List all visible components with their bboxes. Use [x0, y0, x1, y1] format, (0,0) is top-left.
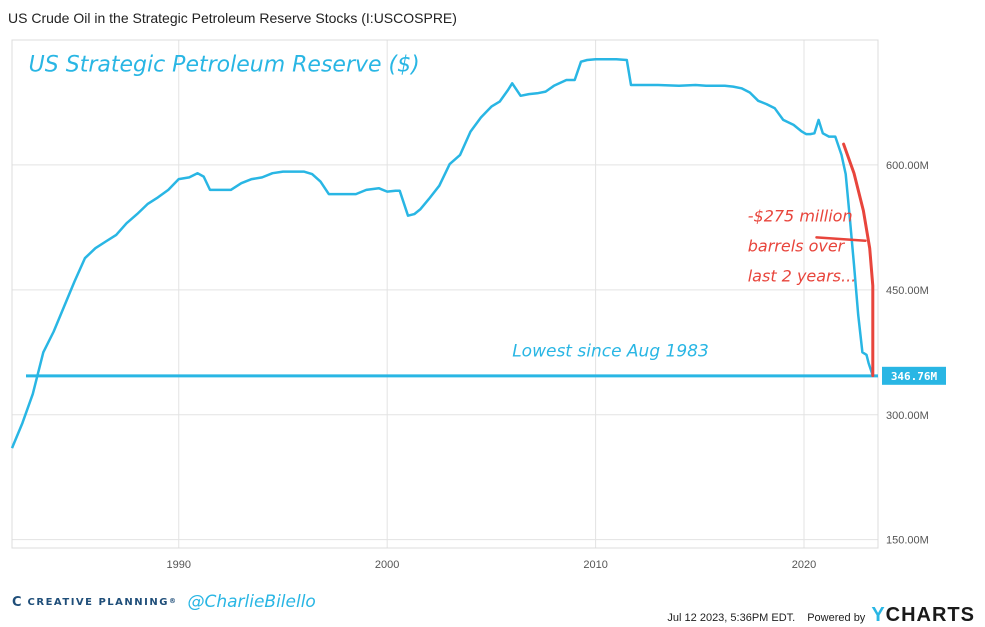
decline-marker-line [842, 142, 875, 378]
annotation-text: -$275 million [748, 207, 853, 226]
x-tick-label: 2000 [375, 559, 399, 571]
series-layer [10, 57, 874, 449]
ycharts-logo[interactable]: YCHARTS [871, 604, 975, 627]
annotation-text: last 2 years... [748, 267, 857, 286]
chart-title: US Crude Oil in the Strategic Petroleum … [8, 10, 457, 26]
creative-planning-logo-icon: C [12, 594, 22, 610]
y-tick-label: 150.00M [886, 535, 929, 547]
ycharts-y-mark: Y [871, 604, 886, 626]
annotation-text: Lowest since Aug 1983 [512, 341, 709, 361]
x-tick-label: 2010 [583, 559, 607, 571]
ycharts-wordmark: CHARTS [885, 604, 975, 626]
reference-value-label: 346.76M [891, 370, 938, 383]
reference-value-badge [882, 366, 946, 385]
brand-name: CREATIVE PLANNING® [27, 596, 178, 608]
tick-labels: 150.00M 300.00M 450.00M 600.00M 1990 2000 2010… [166, 160, 928, 571]
annotations: 346.76M US Strategic Petroleum Reserve ($… [26, 53, 946, 385]
x-tick-label: 1990 [166, 559, 190, 571]
annotation-text: barrels over [748, 237, 846, 256]
y-tick-label: 450.00M [886, 285, 929, 297]
timestamp: Jul 12 2023, 5:36PM EDT. [667, 612, 796, 624]
y-tick-label: 300.00M [886, 410, 929, 422]
y-tick-label: 600.00M [886, 160, 929, 172]
decline-marker-connector [815, 236, 867, 242]
plot-frame [11, 39, 879, 549]
x-tick-label: 2020 [792, 559, 816, 571]
powered-by-label: Powered by [807, 612, 866, 624]
footer-brand: C CREATIVE PLANNING® @CharlieBilello [12, 592, 316, 612]
footer-credits: Jul 12 2023, 5:36PM EDT. Powered by YCHA… [667, 604, 975, 627]
series-line [10, 57, 874, 449]
axes [11, 39, 879, 549]
annotation-text: US Strategic Petroleum Reserve ($) [29, 53, 420, 78]
author-handle: @CharlieBilello [187, 592, 316, 612]
grid-lines [12, 40, 878, 548]
